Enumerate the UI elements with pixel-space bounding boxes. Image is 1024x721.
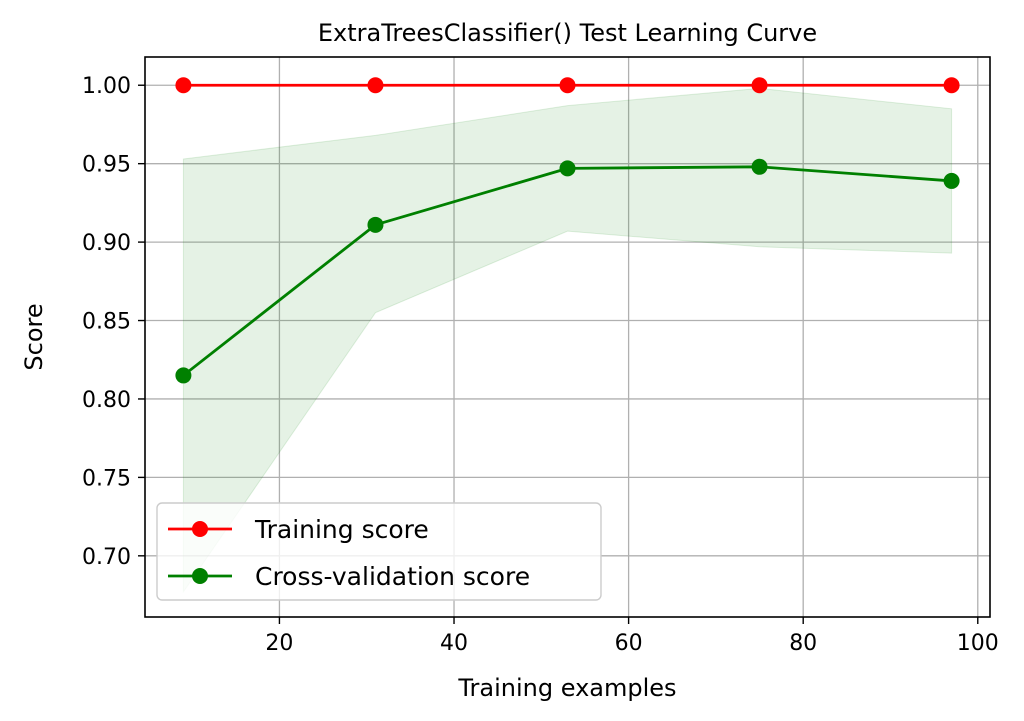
series-1-band — [182, 87, 953, 594]
legend-box — [156, 502, 602, 601]
axis-ticks: 20 40 60 80 100 0.70 0.75 0.80 0.85 0.90 0.95 1.00 — [82, 74, 999, 656]
x-tick-label: 20 — [265, 631, 293, 656]
y-tick-label: 1.00 — [82, 74, 131, 99]
legend-label: Cross-validation score — [255, 562, 530, 591]
chart-title: ExtraTreesClassifier() Test Learning Cur… — [318, 19, 817, 47]
legend-swatch-marker — [192, 568, 208, 584]
legend: Training score Cross-validation score — [156, 502, 602, 601]
legend-label: Training score — [254, 515, 429, 544]
series-1-point — [175, 367, 192, 384]
y-tick-label: 0.85 — [82, 310, 131, 335]
series-0-point — [367, 77, 384, 94]
legend-swatch-marker — [192, 521, 208, 537]
y-axis-label: Score — [20, 303, 48, 370]
x-tick-label: 40 — [440, 631, 468, 656]
series-0-point — [751, 77, 768, 94]
y-tick-label: 0.95 — [82, 153, 131, 178]
x-tick-label: 60 — [615, 631, 643, 656]
plot-area-frame — [144, 56, 991, 618]
series-markers — [175, 77, 960, 384]
x-tick-label: 100 — [957, 631, 999, 656]
x-tick-label: 80 — [789, 631, 817, 656]
score-bands — [182, 87, 953, 594]
y-tick-label: 0.75 — [82, 466, 131, 491]
series-1-point — [943, 172, 960, 189]
x-axis-label: Training examples — [457, 674, 676, 702]
series-0-point — [943, 77, 960, 94]
y-tick-label: 0.70 — [82, 545, 131, 570]
series-0-point — [175, 77, 192, 94]
series-0-point — [559, 77, 576, 94]
series-1-point — [367, 216, 384, 233]
y-tick-label: 0.80 — [82, 388, 131, 413]
series-1-point — [751, 158, 768, 175]
series-1-point — [559, 160, 576, 177]
y-tick-label: 0.90 — [82, 231, 131, 256]
